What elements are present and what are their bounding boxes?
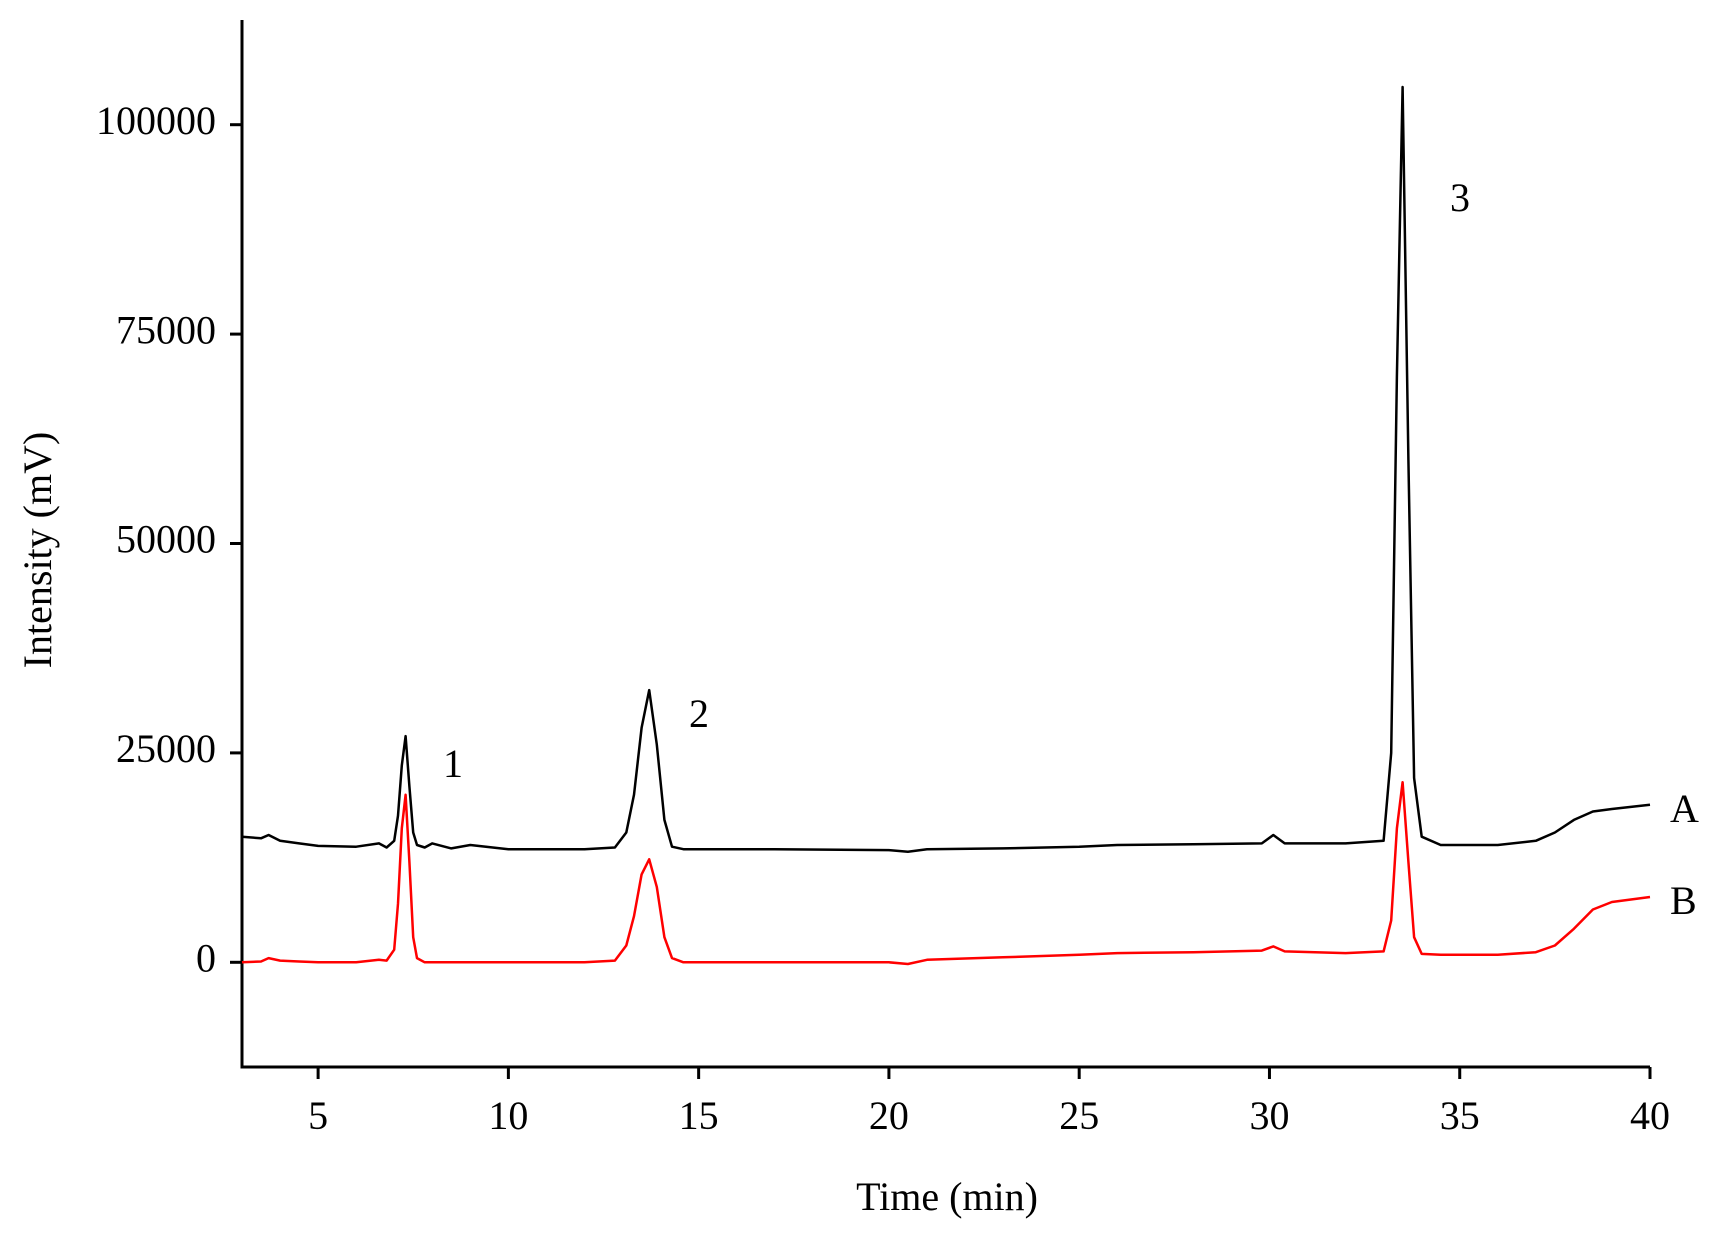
x-tick-label: 5 [308,1093,328,1138]
x-tick-label: 15 [679,1093,719,1138]
y-tick-label: 100000 [96,98,216,143]
legend-label: B [1670,878,1697,923]
axis-frame [240,20,1650,1069]
legend-label: A [1670,786,1699,831]
x-tick-label: 25 [1059,1093,1099,1138]
y-tick-label: 50000 [116,517,216,562]
peak-label: 2 [689,691,709,736]
x-tick-label: 40 [1630,1093,1670,1138]
x-axis-title: Time (min) [856,1174,1038,1219]
series-line [241,780,1651,966]
series-line [241,85,1651,853]
peak-label: 3 [1450,175,1470,220]
x-tick-label: 10 [488,1093,528,1138]
x-tick-label: 30 [1249,1093,1289,1138]
peak-label: 1 [443,741,463,786]
y-tick-label: 0 [196,935,216,980]
y-tick-label: 75000 [116,307,216,352]
y-axis-title: Intensity (mV) [15,432,60,669]
y-tick-label: 25000 [116,726,216,771]
x-tick-label: 35 [1440,1093,1480,1138]
x-tick-label: 20 [869,1093,909,1138]
